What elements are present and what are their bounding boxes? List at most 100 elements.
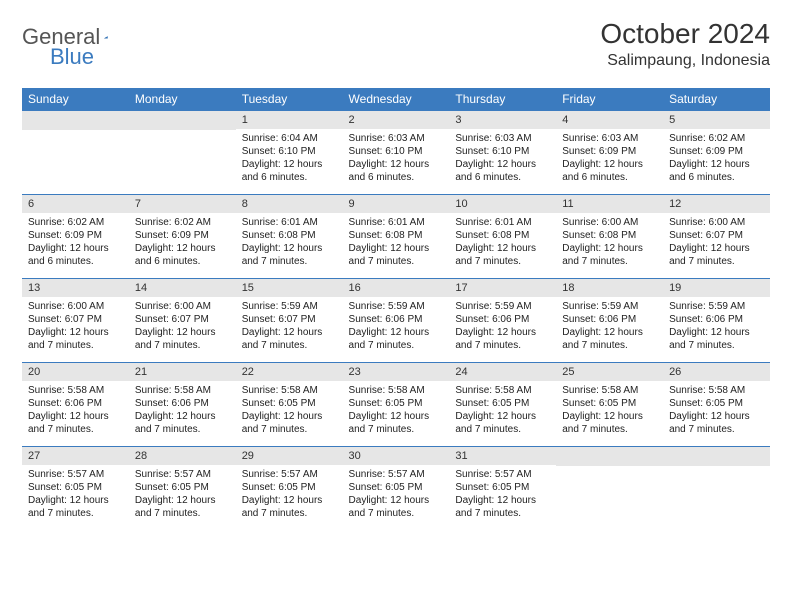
day-content: Sunrise: 6:01 AMSunset: 6:08 PMDaylight:…: [343, 213, 450, 272]
day-number: 18: [556, 279, 663, 297]
calendar-day-cell: 15Sunrise: 5:59 AMSunset: 6:07 PMDayligh…: [236, 279, 343, 363]
day-number: 30: [343, 447, 450, 465]
calendar-week-row: 6Sunrise: 6:02 AMSunset: 6:09 PMDaylight…: [22, 195, 770, 279]
day-number: 19: [663, 279, 770, 297]
weekday-header: Friday: [556, 88, 663, 111]
calendar-day-cell: 25Sunrise: 5:58 AMSunset: 6:05 PMDayligh…: [556, 363, 663, 447]
calendar-day-cell: 4Sunrise: 6:03 AMSunset: 6:09 PMDaylight…: [556, 111, 663, 195]
calendar-day-cell: 30Sunrise: 5:57 AMSunset: 6:05 PMDayligh…: [343, 447, 450, 531]
logo-triangle-icon: [104, 28, 108, 46]
day-number: 14: [129, 279, 236, 297]
calendar-body: 1Sunrise: 6:04 AMSunset: 6:10 PMDaylight…: [22, 111, 770, 531]
day-content: Sunrise: 6:00 AMSunset: 6:07 PMDaylight:…: [22, 297, 129, 356]
calendar-day-cell: 14Sunrise: 6:00 AMSunset: 6:07 PMDayligh…: [129, 279, 236, 363]
calendar-day-cell: 21Sunrise: 5:58 AMSunset: 6:06 PMDayligh…: [129, 363, 236, 447]
day-content: [663, 466, 770, 473]
day-content: Sunrise: 6:02 AMSunset: 6:09 PMDaylight:…: [663, 129, 770, 188]
calendar-day-cell: 6Sunrise: 6:02 AMSunset: 6:09 PMDaylight…: [22, 195, 129, 279]
day-content: Sunrise: 5:58 AMSunset: 6:05 PMDaylight:…: [449, 381, 556, 440]
weekday-header: Sunday: [22, 88, 129, 111]
day-number: 17: [449, 279, 556, 297]
day-content: Sunrise: 5:58 AMSunset: 6:05 PMDaylight:…: [663, 381, 770, 440]
calendar-day-cell: 23Sunrise: 5:58 AMSunset: 6:05 PMDayligh…: [343, 363, 450, 447]
day-number: 11: [556, 195, 663, 213]
calendar-day-cell: [556, 447, 663, 531]
calendar-day-cell: 12Sunrise: 6:00 AMSunset: 6:07 PMDayligh…: [663, 195, 770, 279]
day-number: 20: [22, 363, 129, 381]
weekday-header: Thursday: [449, 88, 556, 111]
weekday-header: Saturday: [663, 88, 770, 111]
calendar-day-cell: 28Sunrise: 5:57 AMSunset: 6:05 PMDayligh…: [129, 447, 236, 531]
day-number: 7: [129, 195, 236, 213]
day-number: [556, 447, 663, 466]
calendar-day-cell: 17Sunrise: 5:59 AMSunset: 6:06 PMDayligh…: [449, 279, 556, 363]
weekday-row: SundayMondayTuesdayWednesdayThursdayFrid…: [22, 88, 770, 111]
day-content: Sunrise: 5:57 AMSunset: 6:05 PMDaylight:…: [343, 465, 450, 524]
calendar-day-cell: [22, 111, 129, 195]
day-number: 31: [449, 447, 556, 465]
calendar-day-cell: 20Sunrise: 5:58 AMSunset: 6:06 PMDayligh…: [22, 363, 129, 447]
calendar-day-cell: 29Sunrise: 5:57 AMSunset: 6:05 PMDayligh…: [236, 447, 343, 531]
day-number: [22, 111, 129, 130]
day-content: Sunrise: 6:03 AMSunset: 6:10 PMDaylight:…: [343, 129, 450, 188]
calendar-day-cell: 19Sunrise: 5:59 AMSunset: 6:06 PMDayligh…: [663, 279, 770, 363]
day-number: 29: [236, 447, 343, 465]
day-content: Sunrise: 6:00 AMSunset: 6:07 PMDaylight:…: [663, 213, 770, 272]
location: Salimpaung, Indonesia: [600, 52, 770, 70]
day-number: 8: [236, 195, 343, 213]
calendar-day-cell: 13Sunrise: 6:00 AMSunset: 6:07 PMDayligh…: [22, 279, 129, 363]
day-content: Sunrise: 5:59 AMSunset: 6:06 PMDaylight:…: [663, 297, 770, 356]
calendar-day-cell: 8Sunrise: 6:01 AMSunset: 6:08 PMDaylight…: [236, 195, 343, 279]
day-number: 3: [449, 111, 556, 129]
day-number: 6: [22, 195, 129, 213]
day-number: 22: [236, 363, 343, 381]
day-content: Sunrise: 5:59 AMSunset: 6:07 PMDaylight:…: [236, 297, 343, 356]
day-number: [663, 447, 770, 466]
calendar-day-cell: 31Sunrise: 5:57 AMSunset: 6:05 PMDayligh…: [449, 447, 556, 531]
day-content: Sunrise: 5:57 AMSunset: 6:05 PMDaylight:…: [129, 465, 236, 524]
day-number: 1: [236, 111, 343, 129]
calendar-day-cell: 11Sunrise: 6:00 AMSunset: 6:08 PMDayligh…: [556, 195, 663, 279]
day-content: Sunrise: 5:58 AMSunset: 6:05 PMDaylight:…: [236, 381, 343, 440]
day-content: Sunrise: 6:04 AMSunset: 6:10 PMDaylight:…: [236, 129, 343, 188]
calendar-day-cell: [129, 111, 236, 195]
day-number: 24: [449, 363, 556, 381]
day-number: 21: [129, 363, 236, 381]
day-content: [556, 466, 663, 473]
calendar-day-cell: [663, 447, 770, 531]
day-number: 10: [449, 195, 556, 213]
day-number: 27: [22, 447, 129, 465]
calendar-day-cell: 2Sunrise: 6:03 AMSunset: 6:10 PMDaylight…: [343, 111, 450, 195]
weekday-header: Monday: [129, 88, 236, 111]
day-content: Sunrise: 5:57 AMSunset: 6:05 PMDaylight:…: [236, 465, 343, 524]
title-block: October 2024 Salimpaung, Indonesia: [600, 18, 770, 70]
day-number: 23: [343, 363, 450, 381]
day-number: 16: [343, 279, 450, 297]
day-content: Sunrise: 6:02 AMSunset: 6:09 PMDaylight:…: [129, 213, 236, 272]
day-content: Sunrise: 5:59 AMSunset: 6:06 PMDaylight:…: [449, 297, 556, 356]
day-content: Sunrise: 6:00 AMSunset: 6:08 PMDaylight:…: [556, 213, 663, 272]
day-content: Sunrise: 5:58 AMSunset: 6:05 PMDaylight:…: [556, 381, 663, 440]
day-content: Sunrise: 6:03 AMSunset: 6:09 PMDaylight:…: [556, 129, 663, 188]
day-number: [129, 111, 236, 130]
calendar-day-cell: 16Sunrise: 5:59 AMSunset: 6:06 PMDayligh…: [343, 279, 450, 363]
day-number: 13: [22, 279, 129, 297]
calendar-day-cell: 18Sunrise: 5:59 AMSunset: 6:06 PMDayligh…: [556, 279, 663, 363]
day-content: Sunrise: 5:58 AMSunset: 6:05 PMDaylight:…: [343, 381, 450, 440]
day-number: 26: [663, 363, 770, 381]
day-content: Sunrise: 5:58 AMSunset: 6:06 PMDaylight:…: [129, 381, 236, 440]
day-content: Sunrise: 6:03 AMSunset: 6:10 PMDaylight:…: [449, 129, 556, 188]
calendar-day-cell: 26Sunrise: 5:58 AMSunset: 6:05 PMDayligh…: [663, 363, 770, 447]
calendar-day-cell: 7Sunrise: 6:02 AMSunset: 6:09 PMDaylight…: [129, 195, 236, 279]
day-content: Sunrise: 5:58 AMSunset: 6:06 PMDaylight:…: [22, 381, 129, 440]
day-content: Sunrise: 5:57 AMSunset: 6:05 PMDaylight:…: [22, 465, 129, 524]
calendar-table: SundayMondayTuesdayWednesdayThursdayFrid…: [22, 88, 770, 531]
day-number: 28: [129, 447, 236, 465]
day-number: 2: [343, 111, 450, 129]
calendar-day-cell: 5Sunrise: 6:02 AMSunset: 6:09 PMDaylight…: [663, 111, 770, 195]
day-number: 4: [556, 111, 663, 129]
day-content: Sunrise: 6:00 AMSunset: 6:07 PMDaylight:…: [129, 297, 236, 356]
calendar-day-cell: 1Sunrise: 6:04 AMSunset: 6:10 PMDaylight…: [236, 111, 343, 195]
weekday-header: Wednesday: [343, 88, 450, 111]
calendar-day-cell: 9Sunrise: 6:01 AMSunset: 6:08 PMDaylight…: [343, 195, 450, 279]
